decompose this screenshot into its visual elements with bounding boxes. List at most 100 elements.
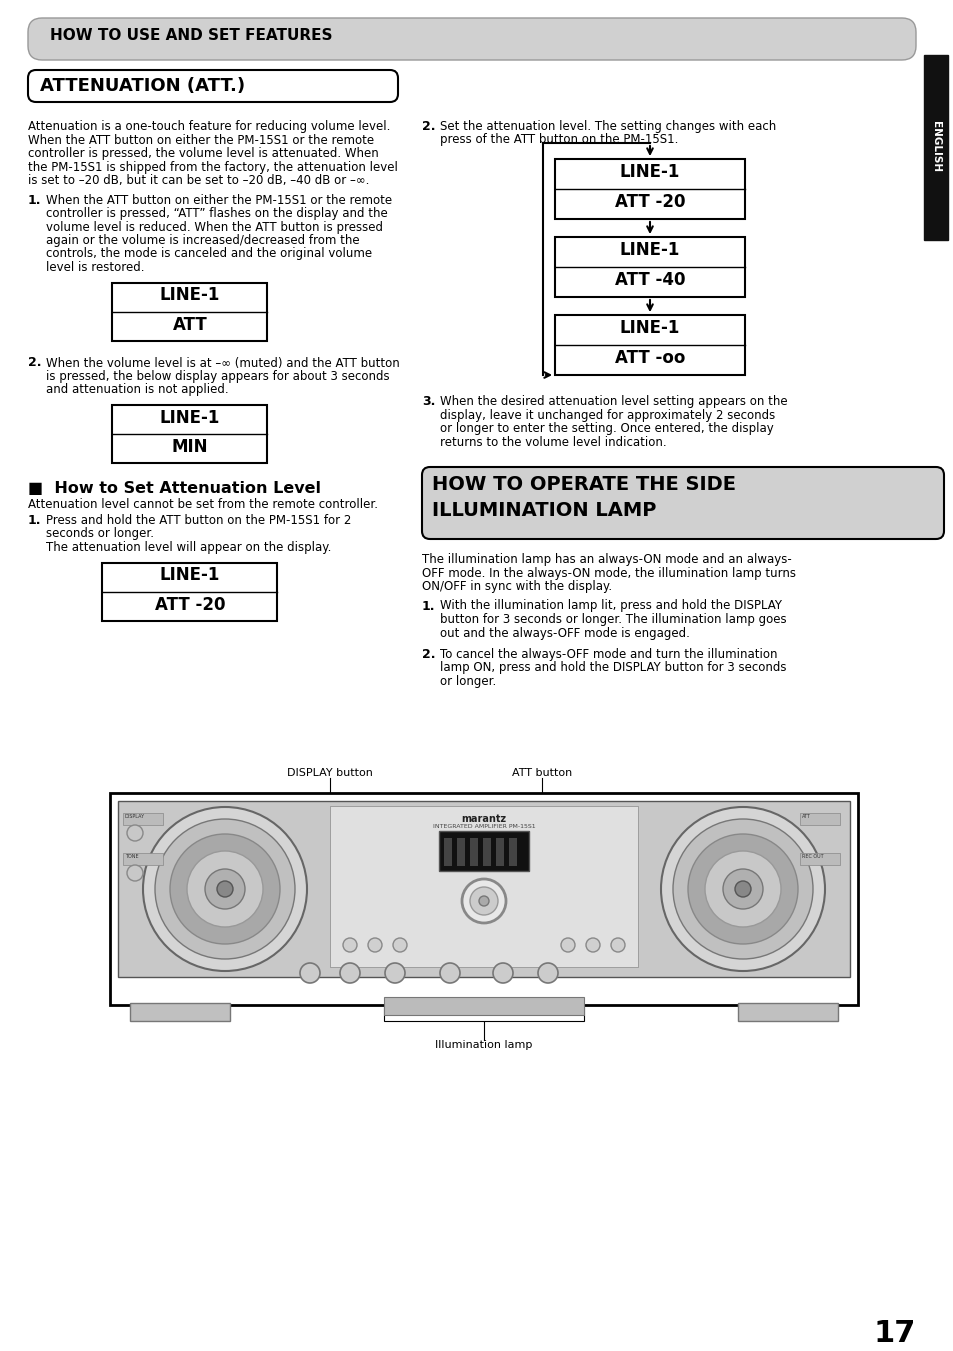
Text: ATT -40: ATT -40 [614,272,684,289]
Text: marantz: marantz [461,815,506,824]
Circle shape [610,938,624,952]
Text: ON/OFF in sync with the display.: ON/OFF in sync with the display. [421,580,612,593]
Text: When the desired attenuation level setting appears on the: When the desired attenuation level setti… [439,394,787,408]
Bar [470,838,477,866]
Circle shape [205,869,245,909]
Bar [496,838,503,866]
Circle shape [660,807,824,971]
Text: out and the always-OFF mode is engaged.: out and the always-OFF mode is engaged. [439,627,689,639]
Text: 2.: 2. [28,357,42,370]
Text: volume level is reduced. When the ATT button is pressed: volume level is reduced. When the ATT bu… [46,220,382,234]
Text: Set the attenuation level. The setting changes with each: Set the attenuation level. The setting c… [439,120,776,132]
Circle shape [560,938,575,952]
Circle shape [385,963,405,984]
Text: is pressed, the below display appears for about 3 seconds: is pressed, the below display appears fo… [46,370,389,382]
Text: lamp ON, press and hold the DISPLAY button for 3 seconds: lamp ON, press and hold the DISPLAY butt… [439,662,785,674]
Circle shape [439,963,459,984]
Bar [438,831,529,871]
Circle shape [393,938,407,952]
Bar [118,801,849,977]
Text: controller is pressed, the volume level is attenuated. When: controller is pressed, the volume level … [28,147,378,159]
Text: 1.: 1. [28,193,42,207]
Bar [330,807,638,967]
Text: button for 3 seconds or longer. The illumination lamp goes: button for 3 seconds or longer. The illu… [439,613,786,626]
Bar [800,852,840,865]
Bar [112,405,267,463]
Text: ATTENUATION (ATT.): ATTENUATION (ATT.) [40,77,245,95]
Text: When the ATT button on either the PM-15S1 or the remote: When the ATT button on either the PM-15S… [28,134,374,146]
Circle shape [343,938,356,952]
Text: ATT -20: ATT -20 [154,596,225,613]
Circle shape [143,807,307,971]
Text: MIN: MIN [172,438,208,457]
Text: 1.: 1. [421,600,435,612]
Text: DISPLAY button: DISPLAY button [287,767,373,778]
Circle shape [154,819,294,959]
Text: LINE-1: LINE-1 [619,240,679,259]
Text: ILLUMINATION LAMP: ILLUMINATION LAMP [432,501,656,520]
Text: DISPLAY: DISPLAY [125,815,145,819]
Circle shape [170,834,280,944]
Text: The attenuation level will appear on the display.: The attenuation level will appear on the… [46,540,331,554]
Text: returns to the volume level indication.: returns to the volume level indication. [439,435,666,449]
Text: INTEGRATED AMPLIFIER PM-15S1: INTEGRATED AMPLIFIER PM-15S1 [433,824,535,830]
Text: Attenuation is a one-touch feature for reducing volume level.: Attenuation is a one-touch feature for r… [28,120,390,132]
Circle shape [187,851,263,927]
Circle shape [127,865,143,881]
Text: The illumination lamp has an always-ON mode and an always-: The illumination lamp has an always-ON m… [421,553,791,566]
Text: 3.: 3. [421,394,435,408]
Text: Attenuation level cannot be set from the remote controller.: Attenuation level cannot be set from the… [28,499,377,511]
Text: LINE-1: LINE-1 [160,409,220,427]
Bar [738,1002,837,1021]
Circle shape [493,963,513,984]
Text: or longer to enter the setting. Once entered, the display: or longer to enter the setting. Once ent… [439,422,773,435]
Bar [923,55,947,240]
Text: or longer.: or longer. [439,676,496,688]
Bar [509,838,517,866]
Circle shape [339,963,359,984]
Bar [130,1002,230,1021]
Circle shape [461,880,505,923]
Text: controls, the mode is canceled and the original volume: controls, the mode is canceled and the o… [46,247,372,261]
Circle shape [687,834,797,944]
Text: ATT -20: ATT -20 [614,193,684,211]
Circle shape [478,896,489,907]
FancyBboxPatch shape [28,18,915,59]
Text: seconds or longer.: seconds or longer. [46,527,153,540]
Circle shape [299,963,319,984]
Circle shape [368,938,381,952]
Bar [110,793,857,1005]
Text: 2.: 2. [421,648,435,661]
Text: controller is pressed, “ATT” flashes on the display and the: controller is pressed, “ATT” flashes on … [46,207,387,220]
Text: press of the ATT button on the PM-15S1.: press of the ATT button on the PM-15S1. [439,134,678,146]
Text: 2.: 2. [421,120,435,132]
Text: again or the volume is increased/decreased from the: again or the volume is increased/decreas… [46,234,359,247]
Circle shape [470,888,497,915]
Text: ATT: ATT [172,316,207,334]
Text: ATT button: ATT button [512,767,572,778]
Text: Press and hold the ATT button on the PM-15S1 for 2: Press and hold the ATT button on the PM-… [46,513,351,527]
Circle shape [704,851,781,927]
Text: LINE-1: LINE-1 [160,566,220,585]
Text: is set to –20 dB, but it can be set to –20 dB, –40 dB or –∞.: is set to –20 dB, but it can be set to –… [28,174,369,186]
Text: HOW TO USE AND SET FEATURES: HOW TO USE AND SET FEATURES [50,28,333,43]
Text: ■  How to Set Attenuation Level: ■ How to Set Attenuation Level [28,481,320,496]
Text: REC OUT: REC OUT [801,854,822,859]
Circle shape [722,869,762,909]
Text: ENGLISH: ENGLISH [930,122,940,173]
Bar [555,315,744,376]
FancyBboxPatch shape [421,467,943,539]
Text: When the ATT button on either the PM-15S1 or the remote: When the ATT button on either the PM-15S… [46,193,392,207]
Circle shape [734,881,750,897]
Text: ATT: ATT [801,815,810,819]
Text: display, leave it unchanged for approximately 2 seconds: display, leave it unchanged for approxim… [439,408,775,422]
Bar [443,838,452,866]
Text: Illumination lamp: Illumination lamp [435,1040,532,1050]
Text: LINE-1: LINE-1 [619,319,679,336]
Bar [555,236,744,297]
Bar [384,1006,583,1021]
Bar [800,813,840,825]
Bar [456,838,464,866]
Text: OFF mode. In the always-ON mode, the illumination lamp turns: OFF mode. In the always-ON mode, the ill… [421,566,795,580]
Circle shape [585,938,599,952]
